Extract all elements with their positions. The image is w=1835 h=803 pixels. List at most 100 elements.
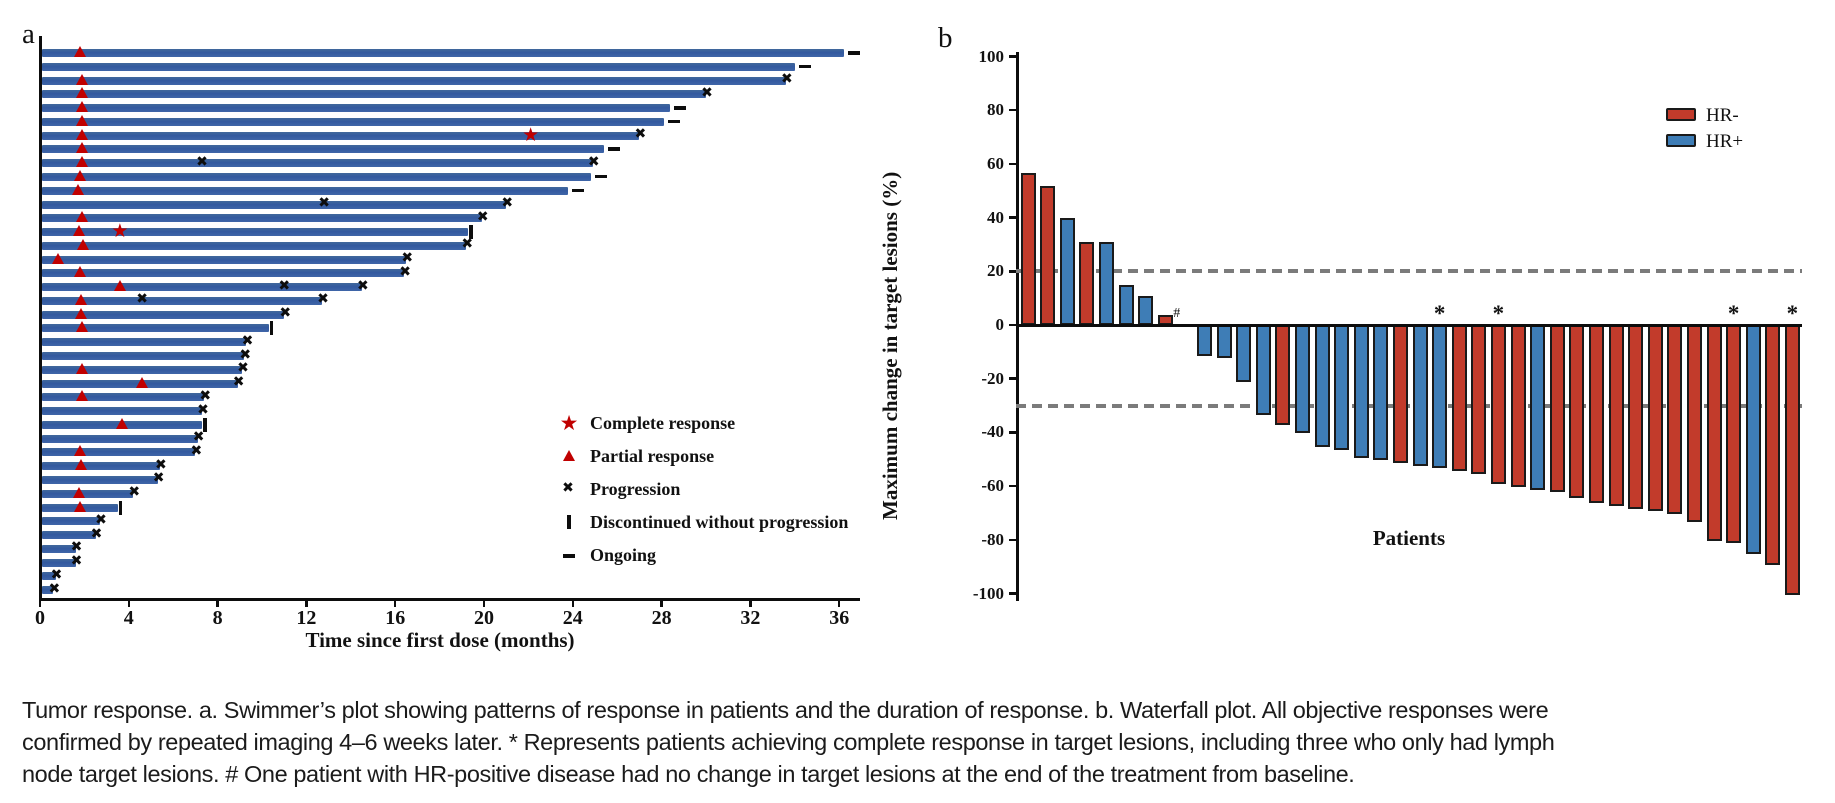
waterfall-bar [1079,242,1095,325]
panel-a-label: a [22,18,35,50]
swimmer-x-tick-label: 16 [385,607,406,629]
progression-x-icon: ✖ [136,291,148,308]
swimmer-bar [41,517,100,526]
partial-response-triangle-icon [76,128,89,140]
ongoing-dash-icon [847,51,860,55]
waterfall-zero-line [1016,323,1802,327]
waterfall-y-tick-label: -40 [981,422,1004,442]
partial-response-triangle-icon [73,46,86,57]
discontinued-tick-icon [567,515,571,529]
discontinued-tick-icon [269,321,274,336]
swimmer-bar [41,407,203,416]
swimmer-x-tick-label: 0 [35,607,45,629]
progression-x-icon: ✖ [152,470,165,487]
waterfall-y-tick [1009,108,1016,112]
waterfall-y-tick-label: -100 [972,583,1004,603]
waterfall-y-tick [1009,323,1016,327]
progression-x-icon: ✖ [155,456,167,473]
waterfall-bar [1530,324,1546,490]
complete-response-star-icon: ★ [111,220,129,243]
swimmer-x-tick-label: 24 [562,607,583,629]
progression-x-icon: ✖ [232,374,245,391]
swimmer-bar [41,90,706,99]
hash-annotation: # [1173,306,1181,321]
waterfall-y-tick [1009,431,1016,434]
swimmer-x-tick [660,598,663,607]
swimmer-bar [41,159,593,168]
swimmer-bar [41,104,671,113]
waterfall-bar [1726,324,1742,544]
progression-x-icon: ✖ [237,360,249,377]
swimmer-x-tick-label: 8 [212,607,223,629]
waterfall-y-tick-label: -20 [981,368,1004,388]
partial-response-triangle-icon [73,445,86,457]
swimmer-bar [41,62,795,71]
waterfall-bar [1765,324,1781,565]
swimmer-x-tick [749,598,752,607]
waterfall-legend-label: HR+ [1706,131,1744,152]
waterfall-bar [1471,324,1487,474]
partial-response-triangle-icon [563,450,575,461]
swimmer-bar [41,558,76,567]
progression-x-icon: ✖ [562,480,574,496]
progression-x-icon: ✖ [476,208,489,225]
waterfall-bar [1608,324,1624,506]
swimmer-x-tick-label: 4 [123,607,134,629]
waterfall-y-tick [1009,162,1016,166]
partial-response-triangle-icon [76,321,89,333]
swimmer-x-tick [127,598,131,607]
swimmer-bar [41,76,786,85]
waterfall-bar [1138,296,1154,325]
waterfall-bar [1451,324,1467,471]
progression-x-icon: ✖ [781,71,793,88]
swimmer-bar [41,586,54,595]
swimmer-x-tick [38,598,42,607]
swimmer-legend-label: Complete response [590,413,736,433]
waterfall-y-tick-label: 20 [987,261,1004,281]
progression-x-icon: ✖ [197,401,209,418]
waterfall-y-tick-label: 40 [987,207,1004,227]
panel-b-label: b [938,22,953,54]
waterfall-bar [1569,324,1585,498]
progression-x-icon: ✖ [317,291,329,308]
partial-response-triangle-icon [76,211,89,223]
waterfall-bar [1706,324,1722,541]
waterfall-y-tick [1009,484,1016,488]
waterfall-y-axis-title: Maximum change in target lesions (%) [878,171,902,520]
star-annotation: * [1727,301,1740,326]
caption-line-2: confirmed by repeated imaging 4–6 weeks … [22,729,1555,755]
ongoing-dash-icon [674,106,687,110]
progression-x-icon: ✖ [701,84,713,101]
waterfall-bar [1628,324,1644,509]
reference-dashed-line [1016,403,1802,408]
waterfall-bar [1667,324,1683,514]
partial-response-triangle-icon [76,87,89,99]
swimmer-bar [41,489,134,498]
swimmer-bar [41,172,591,181]
ongoing-dash-icon [798,64,811,69]
swimmer-bar [41,296,322,305]
partial-response-triangle-icon [71,183,84,195]
swimmer-x-tick-label: 20 [474,607,494,629]
progression-x-icon: ✖ [501,195,514,211]
swimmer-x-axis [39,598,860,601]
progression-x-icon: ✖ [196,153,208,170]
waterfall-y-tick-label: -60 [981,476,1004,496]
partial-response-triangle-icon [136,376,149,388]
progression-x-icon: ✖ [239,346,252,363]
caption-line-1: Tumor response. a. Swimmer’s plot showin… [22,697,1549,723]
swimmer-bar [41,49,844,57]
waterfall-bar [1098,242,1114,325]
swimmer-x-tick-label: 32 [740,607,761,629]
partial-response-triangle-icon [77,238,90,250]
waterfall-bar [1745,324,1761,555]
partial-response-triangle-icon [72,225,85,237]
progression-x-icon: ✖ [95,511,107,528]
partial-response-triangle-icon [76,114,89,126]
swimmer-legend-label: Progression [590,479,681,499]
swimmer-legend-label: Ongoing [590,545,657,565]
waterfall-bar [1275,324,1291,426]
progression-x-icon: ✖ [634,126,647,143]
progression-x-icon: ✖ [401,250,414,267]
swimmer-x-tick [571,598,575,607]
